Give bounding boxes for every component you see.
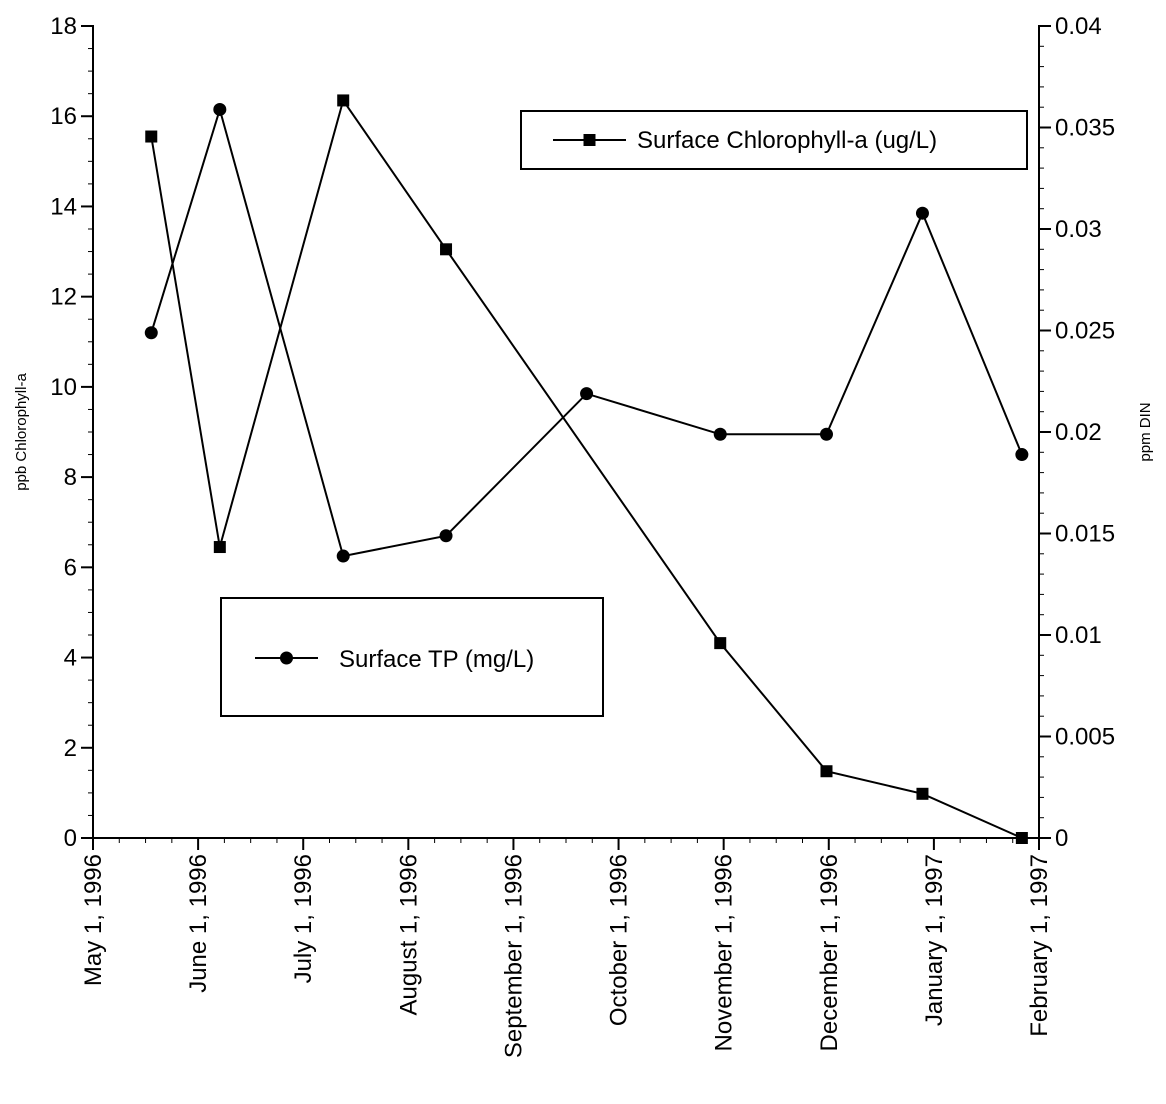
right-tick-label: 0.005 bbox=[1055, 724, 1115, 751]
data-point-tp bbox=[213, 102, 227, 116]
right-tick-label: 0.04 bbox=[1055, 13, 1102, 40]
legend-chlorophyll-marker bbox=[583, 134, 596, 146]
x-tick-label: December 1, 1996 bbox=[816, 854, 843, 1051]
data-point-tp bbox=[336, 549, 350, 563]
series-line-tp bbox=[150, 105, 1023, 558]
left-tick-label: 0 bbox=[64, 825, 77, 852]
left-tick-label: 6 bbox=[64, 554, 77, 581]
legend-tp: Surface TP (mg/L) bbox=[220, 597, 604, 717]
right-axis-ticks: 0 0.005 0.01 0.015 0.02 0.025 0.03 0.035 0.04 bbox=[1039, 13, 1115, 852]
x-tick-label: May 1, 1996 bbox=[80, 854, 107, 986]
left-tick-label: 2 bbox=[64, 735, 77, 762]
left-tick-label: 14 bbox=[50, 193, 77, 220]
series-layer bbox=[144, 94, 1029, 844]
data-point-chlorophyll bbox=[820, 765, 833, 778]
left-tick-label: 8 bbox=[64, 464, 77, 491]
x-axis-ticks: May 1, 1996 June 1, 1996 July 1, 1996 Augus… bbox=[80, 838, 1053, 1058]
x-tick-label: June 1, 1996 bbox=[185, 854, 212, 993]
data-point-chlorophyll bbox=[145, 130, 158, 143]
legend-tp-marker bbox=[280, 651, 293, 665]
data-point-chlorophyll bbox=[213, 541, 226, 554]
right-tick-label: 0.02 bbox=[1055, 419, 1102, 446]
data-point-tp bbox=[819, 427, 833, 441]
left-tick-label: 16 bbox=[50, 103, 77, 130]
legend-chlorophyll-label: Surface Chlorophyll-a (ug/L) bbox=[637, 127, 937, 154]
legend-tp-label: Surface TP (mg/L) bbox=[339, 646, 534, 673]
x-tick-label: August 1, 1996 bbox=[395, 854, 422, 1015]
y-axis-left-title: ppb Chlorophyll-a bbox=[13, 373, 30, 491]
x-tick-label: October 1, 1996 bbox=[606, 854, 633, 1026]
right-tick-label: 0.035 bbox=[1055, 115, 1115, 142]
data-point-chlorophyll bbox=[337, 94, 350, 107]
data-point-chlorophyll bbox=[916, 787, 929, 800]
left-tick-label: 12 bbox=[50, 284, 77, 311]
series-line-chlorophyll bbox=[150, 98, 1023, 839]
right-tick-label: 0.03 bbox=[1055, 216, 1102, 243]
legend-chlorophyll: Surface Chlorophyll-a (ug/L) bbox=[520, 110, 1028, 170]
data-point-tp bbox=[580, 387, 594, 401]
x-tick-label: February 1, 1997 bbox=[1026, 854, 1053, 1037]
x-tick-label: July 1, 1996 bbox=[290, 854, 317, 983]
right-tick-label: 0 bbox=[1055, 825, 1068, 852]
x-tick-label: November 1, 1996 bbox=[711, 854, 738, 1051]
data-point-tp bbox=[144, 326, 158, 340]
right-tick-label: 0.015 bbox=[1055, 521, 1115, 548]
right-tick-label: 0.01 bbox=[1055, 622, 1102, 649]
left-axis-ticks: 0 2 4 6 8 10 12 14 16 18 bbox=[50, 13, 93, 852]
data-point-tp bbox=[713, 427, 727, 441]
left-tick-label: 4 bbox=[64, 645, 77, 672]
data-point-tp bbox=[439, 529, 453, 543]
data-point-tp bbox=[1015, 448, 1029, 462]
y-axis-right-title: ppm DIN bbox=[1137, 402, 1154, 461]
data-point-chlorophyll bbox=[1015, 832, 1028, 844]
data-point-chlorophyll bbox=[440, 243, 453, 256]
data-point-tp bbox=[915, 206, 929, 220]
x-tick-label: January 1, 1997 bbox=[921, 854, 948, 1026]
right-tick-label: 0.025 bbox=[1055, 318, 1115, 345]
left-tick-label: 18 bbox=[50, 13, 77, 40]
left-tick-label: 10 bbox=[50, 374, 77, 401]
x-tick-label: September 1, 1996 bbox=[500, 854, 527, 1058]
data-point-chlorophyll bbox=[714, 637, 727, 650]
